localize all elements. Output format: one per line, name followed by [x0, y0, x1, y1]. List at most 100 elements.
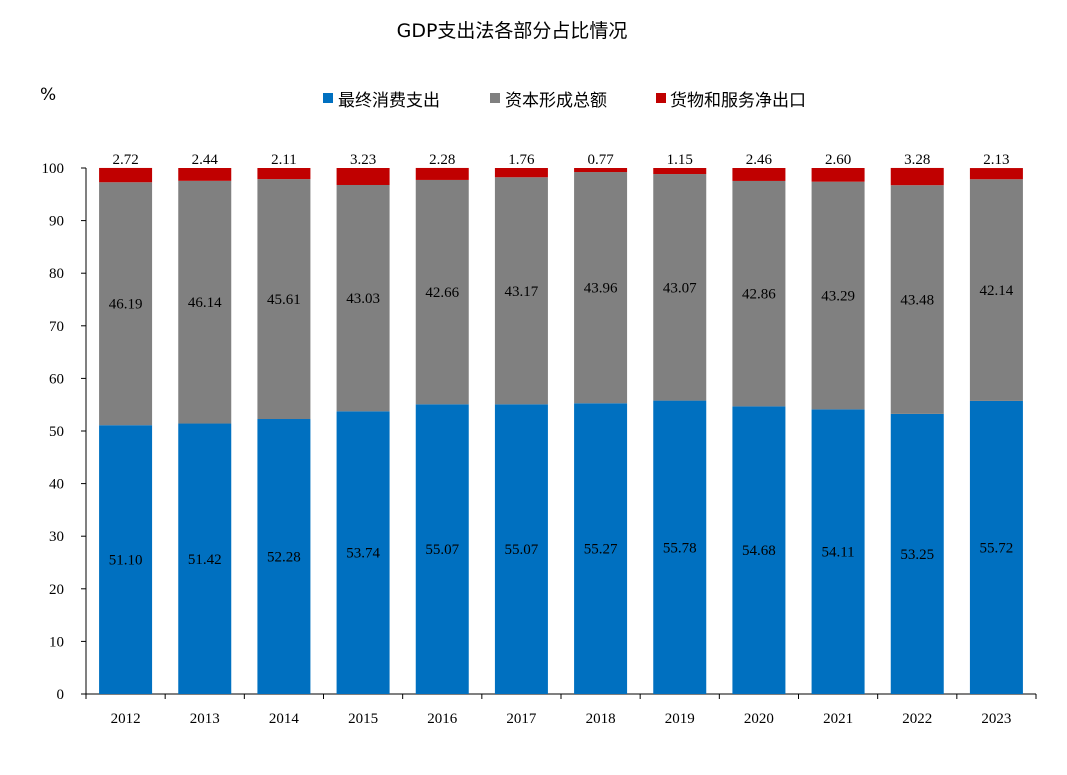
bar-net-export: [336, 168, 390, 185]
bar-consumption: [494, 404, 548, 694]
data-label-capital: 45.61: [267, 292, 301, 308]
y-tick-label: 50: [49, 424, 64, 440]
data-label-consumption: 55.27: [584, 542, 618, 558]
data-label-capital: 43.48: [900, 293, 934, 309]
x-tick-label: 2015: [348, 711, 378, 727]
data-label-net-export: 2.60: [825, 152, 851, 168]
data-label-consumption: 55.72: [980, 540, 1014, 556]
bar-consumption: [415, 404, 469, 694]
bar-capital: [336, 184, 390, 412]
x-tick-label: 2021: [823, 711, 853, 727]
x-tick-label: 2017: [506, 711, 537, 727]
data-label-consumption: 52.28: [267, 550, 301, 566]
bar-consumption: [99, 425, 153, 694]
y-tick-label: 70: [49, 319, 64, 335]
bar-net-export: [415, 167, 469, 180]
data-label-consumption: 55.07: [425, 542, 459, 558]
bar-capital: [99, 182, 153, 426]
x-tick-label: 2012: [111, 711, 141, 727]
bar-capital: [415, 179, 469, 405]
bar-capital: [257, 179, 311, 420]
x-tick-label: 2019: [665, 711, 695, 727]
data-label-capital: 43.29: [821, 289, 855, 305]
y-tick-label: 0: [57, 687, 65, 703]
bar-consumption: [890, 413, 944, 694]
x-tick-label: 2013: [190, 711, 220, 727]
y-axis: 0 10 20 30 40 50 60 70 80 90 100: [42, 161, 87, 703]
bar-net-export: [811, 168, 865, 182]
y-tick-label: 40: [49, 477, 64, 493]
legend-label-net-export: 货物和服务净出口: [670, 91, 806, 111]
data-label-consumption: 54.11: [821, 545, 854, 561]
bar-net-export: [178, 168, 232, 181]
data-label-net-export: 1.76: [508, 152, 535, 168]
data-label-net-export: 2.44: [192, 152, 219, 168]
data-label-capital: 43.96: [584, 281, 618, 297]
bar-capital: [178, 180, 232, 424]
data-label-capital: 46.14: [188, 295, 222, 311]
x-tick-label: 2014: [269, 711, 300, 727]
legend-swatch-consumption: [323, 93, 333, 103]
y-tick-label: 20: [49, 582, 64, 598]
legend-label-capital: 资本形成总额: [505, 91, 607, 111]
data-label-net-export: 2.46: [746, 152, 773, 168]
y-tick-label: 60: [49, 371, 64, 387]
legend-label-consumption: 最终消费支出: [338, 91, 440, 111]
bar-net-export: [653, 168, 707, 175]
y-tick-label: 80: [49, 266, 64, 282]
bar-consumption: [178, 423, 232, 694]
y-tick-label: 30: [49, 529, 64, 545]
data-labels: 51.10 46.19 2.72 51.42 46.14 2.44 52.28 45.61 2.…: [109, 152, 1014, 569]
data-label-capital: 42.66: [425, 285, 459, 301]
data-label-capital: 43.17: [505, 284, 539, 300]
data-label-net-export: 3.23: [350, 152, 376, 168]
y-axis-unit-label: %: [40, 85, 56, 105]
data-label-net-export: 2.11: [271, 152, 297, 168]
data-label-net-export: 3.28: [904, 152, 930, 168]
bar-capital: [494, 177, 548, 405]
data-label-capital: 43.03: [346, 291, 380, 307]
chart-title: GDP支出法各部分占比情况: [397, 20, 628, 42]
data-label-net-export: 0.77: [587, 152, 614, 168]
data-label-consumption: 53.74: [346, 546, 380, 562]
bar-consumption: [574, 403, 628, 694]
legend: 最终消费支出 资本形成总额 货物和服务净出口: [323, 91, 806, 111]
y-tick-label: 10: [49, 634, 64, 650]
x-tick-label: 2016: [427, 711, 458, 727]
data-label-consumption: 55.07: [505, 542, 539, 558]
bar-capital: [890, 185, 944, 414]
bar-consumption: [336, 411, 390, 694]
bar-capital: [969, 179, 1023, 401]
bar-net-export: [574, 168, 628, 173]
data-label-consumption: 54.68: [742, 543, 776, 559]
bar-net-export: [732, 168, 786, 181]
y-tick-label: 100: [42, 161, 65, 177]
bars: [99, 167, 1023, 694]
bar-consumption: [969, 400, 1023, 694]
data-label-net-export: 1.15: [667, 152, 693, 168]
y-tick-label: 90: [49, 214, 64, 230]
bar-net-export: [99, 167, 153, 183]
data-label-capital: 43.07: [663, 280, 697, 296]
bar-net-export: [494, 168, 548, 178]
bar-consumption: [732, 406, 786, 694]
data-label-consumption: 51.42: [188, 552, 222, 568]
bar-net-export: [257, 168, 311, 180]
data-label-consumption: 53.25: [900, 547, 934, 563]
bar-capital: [732, 180, 786, 407]
bar-consumption: [257, 419, 311, 694]
data-label-net-export: 2.28: [429, 152, 455, 168]
bar-capital: [574, 172, 628, 404]
legend-swatch-net-export: [656, 93, 666, 103]
x-tick-label: 2018: [586, 711, 616, 727]
bar-capital: [811, 181, 865, 410]
bar-capital: [653, 174, 707, 401]
x-tick-label: 2020: [744, 711, 774, 727]
data-label-consumption: 51.10: [109, 553, 143, 569]
bar-net-export: [890, 167, 944, 186]
bar-consumption: [653, 400, 707, 694]
legend-swatch-capital: [490, 93, 500, 103]
bar-net-export: [969, 168, 1023, 180]
data-label-capital: 42.14: [980, 283, 1014, 299]
